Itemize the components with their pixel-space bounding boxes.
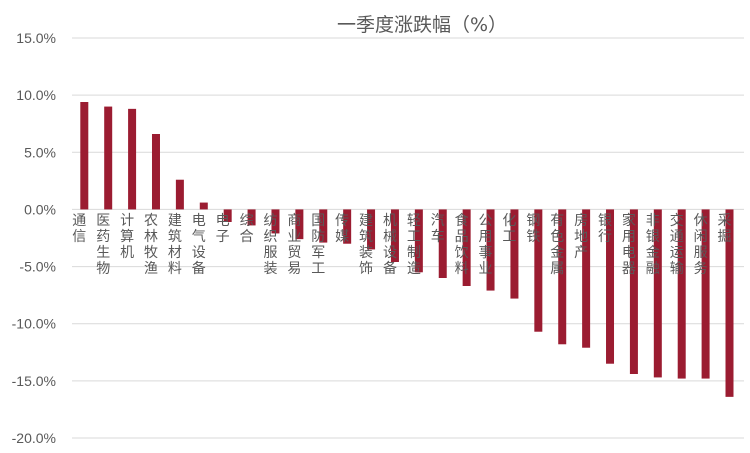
- bar: [414, 209, 423, 273]
- bar: [247, 209, 256, 226]
- bar: [151, 134, 160, 210]
- bar: [606, 209, 615, 364]
- bar: [223, 209, 232, 222]
- x-tick-label: 建筑装饰: [359, 213, 373, 277]
- bar: [629, 209, 638, 374]
- bar: [510, 209, 519, 299]
- x-tick-label: 国防军工: [311, 213, 325, 277]
- bar: [104, 106, 113, 210]
- bar: [462, 209, 471, 286]
- bar: [271, 209, 280, 234]
- bar: [582, 209, 591, 348]
- x-tick-label: 农林牧渔: [144, 213, 158, 277]
- bar: [343, 209, 352, 244]
- gridlines: [72, 37, 744, 439]
- x-tick-label: 轻工制造: [407, 213, 421, 277]
- x-tick-label: 计算机: [120, 213, 134, 261]
- y-tick-label: -5.0%: [19, 259, 56, 275]
- y-tick-label: 10.0%: [16, 87, 56, 103]
- x-tick-label: 钢铁: [526, 213, 540, 245]
- y-tick-label: 0.0%: [24, 201, 56, 217]
- bar: [367, 209, 376, 250]
- bar: [80, 102, 89, 210]
- bar: [319, 209, 328, 243]
- bar: [128, 108, 137, 210]
- x-tick-label: 休闲服务: [694, 213, 708, 277]
- x-tick-label: 交通运输: [670, 212, 684, 277]
- x-axis: 通信医药生物计算机农林牧渔建筑材料电气设备电子综合纺织服装商业贸易国防军工传媒建…: [72, 212, 731, 277]
- y-tick-label: 15.0%: [16, 30, 56, 46]
- bar: [677, 209, 686, 379]
- y-tick-label: -15.0%: [12, 373, 56, 389]
- x-tick-label: 有色金属: [550, 213, 564, 277]
- y-tick-label: -20.0%: [12, 430, 56, 446]
- x-tick-label: 房地产: [574, 213, 588, 261]
- bar: [199, 202, 208, 210]
- x-tick-label: 食品饮料: [455, 212, 469, 277]
- x-tick-label: 建筑材料: [168, 213, 182, 277]
- bar: [486, 209, 495, 291]
- x-tick-label: 公用事业: [479, 213, 493, 277]
- x-tick-label: 纺织服装: [263, 213, 277, 277]
- x-tick-label: 采掘: [718, 213, 732, 245]
- x-tick-label: 汽车: [431, 213, 445, 245]
- bar: [534, 209, 543, 332]
- bar: [725, 209, 734, 397]
- x-tick-label: 银行: [598, 213, 612, 245]
- x-tick-label: 医药生物: [96, 213, 110, 277]
- bar: [438, 209, 447, 278]
- y-tick-label: 5.0%: [24, 144, 56, 160]
- y-axis: 15.0% 10.0% 5.0% 0.0% -5.0% -10.0% -15.0% -20.0…: [12, 30, 56, 446]
- bar: [295, 209, 304, 240]
- bars: [80, 102, 734, 397]
- bar: [653, 209, 662, 378]
- x-tick-label: 传媒: [335, 213, 349, 245]
- x-tick-label: 机械设备: [383, 213, 397, 277]
- x-tick-label: 通信: [72, 213, 86, 245]
- chart-title: 一季度涨跌幅（%）: [337, 14, 507, 36]
- x-tick-label: 综合: [240, 213, 254, 245]
- x-tick-label: 商业贸易: [287, 213, 301, 277]
- y-tick-label: -10.0%: [12, 316, 56, 332]
- bar: [558, 209, 567, 345]
- x-tick-label: 电子: [216, 213, 230, 245]
- x-tick-label: 非银金融: [646, 213, 660, 277]
- bar: [175, 179, 184, 210]
- x-tick-label: 电气设备: [192, 213, 206, 277]
- bar: [390, 209, 399, 262]
- x-tick-label: 家用电器: [622, 212, 636, 277]
- bar: [701, 209, 710, 379]
- x-tick-label: 化工: [502, 213, 516, 245]
